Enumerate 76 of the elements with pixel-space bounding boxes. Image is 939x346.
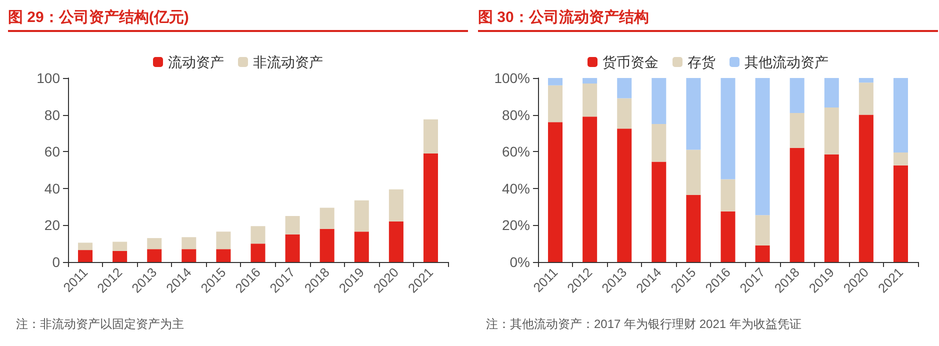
bar: [548, 122, 563, 262]
bar: [582, 116, 598, 262]
legend-label: 流动资产: [168, 54, 224, 70]
bar: [893, 78, 908, 153]
legend-label: 非流动资产: [253, 54, 323, 70]
y-tick-label: 0: [52, 254, 60, 270]
bar: [720, 78, 736, 180]
bar: [720, 211, 736, 262]
bar: [686, 194, 701, 262]
bar: [790, 112, 804, 148]
bar: [824, 107, 839, 154]
bar: [582, 78, 598, 84]
bar: [250, 244, 266, 262]
bar: [652, 162, 666, 262]
bar: [285, 216, 300, 234]
bar: [216, 232, 231, 250]
bar: [652, 124, 666, 162]
bar: [147, 249, 162, 262]
chart-title: 图 29：公司资产结构(亿元): [8, 8, 468, 32]
y-tick-label: 40: [44, 180, 60, 196]
bar: [790, 78, 804, 113]
bar: [354, 200, 369, 232]
bar: [858, 78, 874, 83]
bar: [582, 84, 598, 117]
bar: [285, 234, 300, 262]
bar: [893, 152, 908, 166]
bar: [320, 228, 334, 262]
chart-title: 图 30：公司流动资产结构: [478, 8, 938, 32]
bar: [182, 249, 196, 262]
bar: [755, 215, 770, 246]
bar: [182, 237, 196, 250]
bar: [617, 98, 632, 129]
y-tick-label: 40%: [502, 180, 530, 196]
y-tick-label: 60%: [502, 144, 530, 160]
bar: [354, 232, 369, 262]
text: 注：其他流动资产：2017 年为银行理财 2021 年为收益凭证: [485, 316, 802, 333]
bar: [755, 78, 770, 216]
bar: [147, 238, 162, 250]
bar: [78, 242, 93, 250]
bar: [112, 250, 128, 262]
bar: [216, 249, 231, 262]
y-tick-label: 20%: [502, 217, 530, 234]
text: 注：非流动资产以固定资产为主: [15, 316, 185, 333]
legend-label: 货币资金: [602, 54, 658, 70]
bar: [790, 148, 804, 262]
bar: [858, 114, 874, 262]
bar: [388, 222, 404, 262]
bar: [112, 242, 128, 251]
bar: [617, 78, 632, 98]
bar: [320, 208, 334, 229]
y-tick-label: 100: [36, 70, 60, 86]
legend-label: 存货: [688, 54, 716, 70]
bar: [893, 165, 908, 262]
y-tick-label: 80%: [502, 106, 530, 123]
y-tick-label: 0%: [510, 254, 530, 270]
bar: [824, 78, 839, 108]
legend-label: 其他流动资产: [744, 54, 828, 70]
bar: [858, 82, 874, 115]
y-tick-label: 20: [44, 217, 60, 234]
bar: [755, 245, 770, 262]
y-tick-label: 100%: [494, 70, 530, 86]
bar: [824, 154, 839, 262]
bar: [423, 153, 438, 262]
bar: [720, 179, 736, 212]
bar: [617, 128, 632, 262]
bar: [78, 250, 93, 262]
bar: [686, 150, 701, 195]
y-tick-label: 60: [44, 144, 60, 160]
bar: [250, 226, 266, 244]
bar: [388, 189, 404, 222]
bar: [686, 78, 701, 150]
bar: [652, 78, 666, 124]
bar: [548, 78, 563, 86]
bar: [423, 119, 438, 154]
y-tick-label: 80: [44, 106, 60, 123]
bar: [548, 85, 563, 122]
